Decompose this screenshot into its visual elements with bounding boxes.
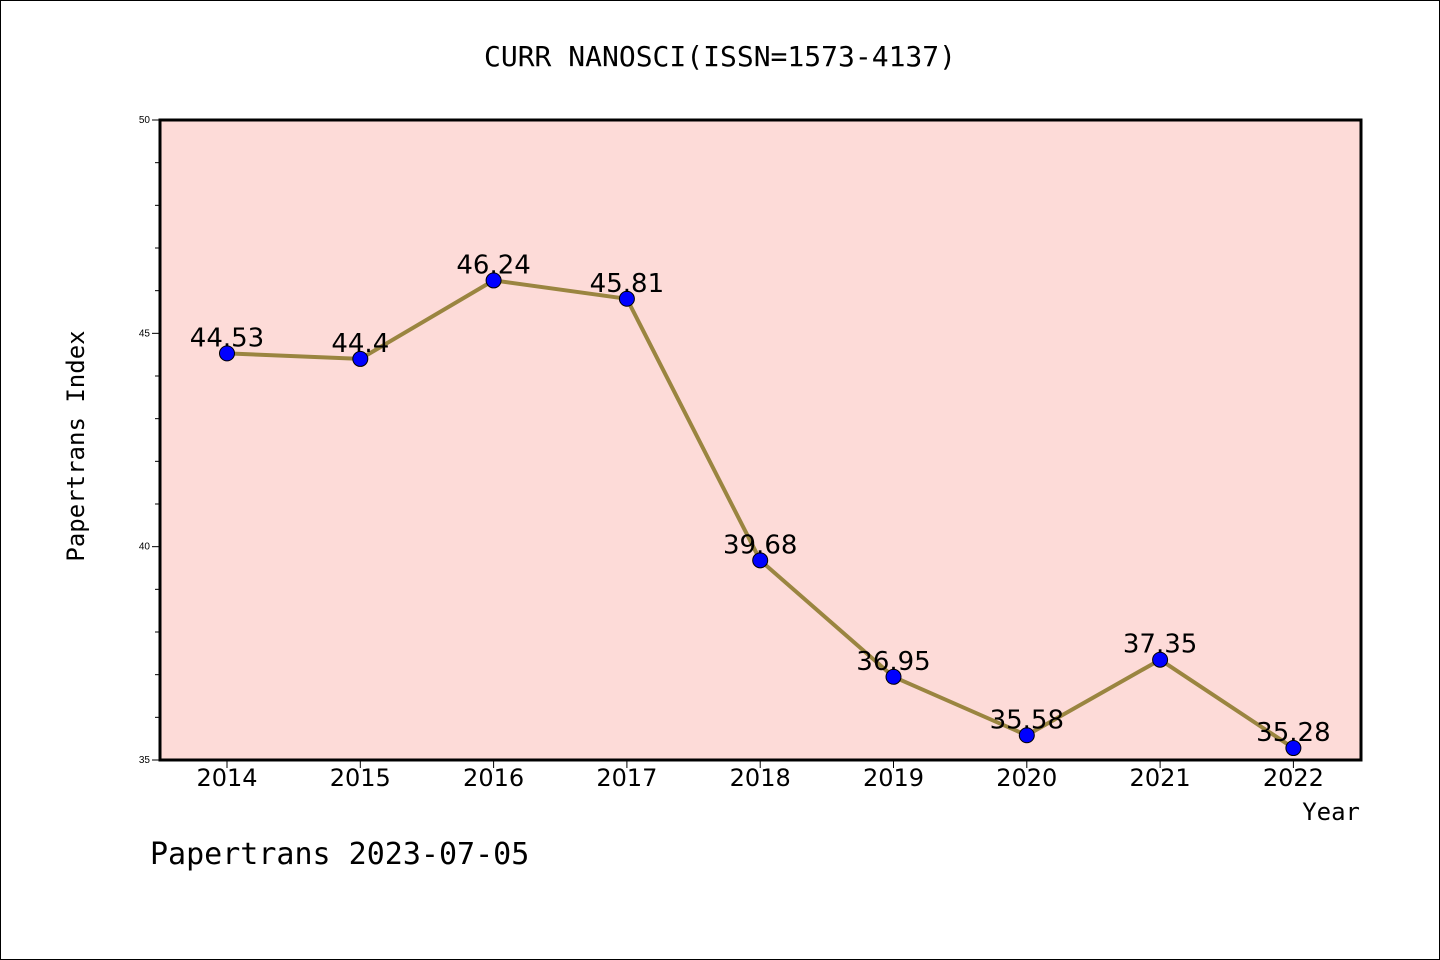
x-tick-label: 2018 <box>730 764 791 792</box>
data-labels: 44.53 44.4 46.24 45.81 39.68 36.95 35.58 37.35 3… <box>190 250 1331 748</box>
y-tick-label: 45 <box>139 328 151 339</box>
data-point <box>219 345 235 362</box>
data-label: 37.35 <box>1123 630 1197 660</box>
x-tick-label: 2017 <box>596 764 657 792</box>
x-axis-label: Year <box>1302 798 1360 826</box>
footer-credit: Papertrans 2023-07-05 <box>150 837 529 872</box>
x-axis-ticks: 2014 2015 2016 2017 2018 2019 2020 2021 2022 <box>196 760 1324 792</box>
data-label: 35.28 <box>1256 718 1330 748</box>
y-axis-ticks: 35 40 45 50 <box>139 115 160 766</box>
y-tick-label: 35 <box>139 755 151 766</box>
y-axis-label: Papertrans Index <box>62 330 90 561</box>
data-point <box>752 552 769 569</box>
y-tick-label: 40 <box>139 542 151 553</box>
plot-area <box>158 118 1363 762</box>
x-tick-label: 2019 <box>863 764 924 792</box>
data-label: 44.53 <box>190 323 264 353</box>
data-point <box>1285 740 1302 757</box>
data-label: 46.24 <box>456 250 530 280</box>
data-label: 36.95 <box>856 647 930 677</box>
x-tick-label: 2015 <box>330 764 391 792</box>
data-point <box>352 350 369 367</box>
x-tick-label: 2014 <box>196 764 257 792</box>
data-label: 39.68 <box>723 530 797 560</box>
data-point <box>885 668 902 685</box>
x-tick-label: 2020 <box>996 764 1057 792</box>
data-point <box>485 272 502 289</box>
x-tick-label: 2022 <box>1263 764 1324 792</box>
data-label: 44.4 <box>331 329 389 359</box>
x-tick-label: 2021 <box>1130 764 1191 792</box>
y-tick-label: 50 <box>139 115 151 126</box>
data-point <box>1152 651 1169 668</box>
data-label: 35.58 <box>990 705 1064 735</box>
data-point <box>1018 727 1035 744</box>
x-tick-label: 2016 <box>463 764 524 792</box>
data-point <box>618 290 635 307</box>
data-label: 45.81 <box>590 269 664 299</box>
chart-title: CURR NANOSCI(ISSN=1573-4137) <box>484 40 956 73</box>
data-markers <box>219 272 1302 757</box>
